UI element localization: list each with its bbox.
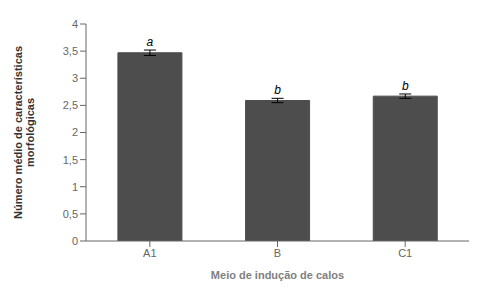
svg-text:4: 4 — [72, 18, 78, 30]
svg-text:0,5: 0,5 — [63, 208, 78, 220]
svg-text:B: B — [274, 247, 281, 259]
svg-text:b: b — [402, 79, 409, 93]
svg-text:Número médio de característica: Número médio de característicasmorfológi… — [12, 46, 36, 219]
svg-text:1,5: 1,5 — [63, 154, 78, 166]
svg-text:Meio de indução de calos: Meio de indução de calos — [211, 269, 344, 281]
svg-text:3,5: 3,5 — [63, 45, 78, 57]
svg-text:3: 3 — [72, 72, 78, 84]
svg-text:0: 0 — [72, 235, 78, 247]
svg-text:C1: C1 — [398, 247, 412, 259]
svg-text:b: b — [274, 83, 281, 97]
svg-text:2,5: 2,5 — [63, 99, 78, 111]
svg-text:a: a — [147, 35, 154, 49]
svg-text:A1: A1 — [143, 247, 156, 259]
svg-text:1: 1 — [72, 181, 78, 193]
svg-text:2: 2 — [72, 126, 78, 138]
